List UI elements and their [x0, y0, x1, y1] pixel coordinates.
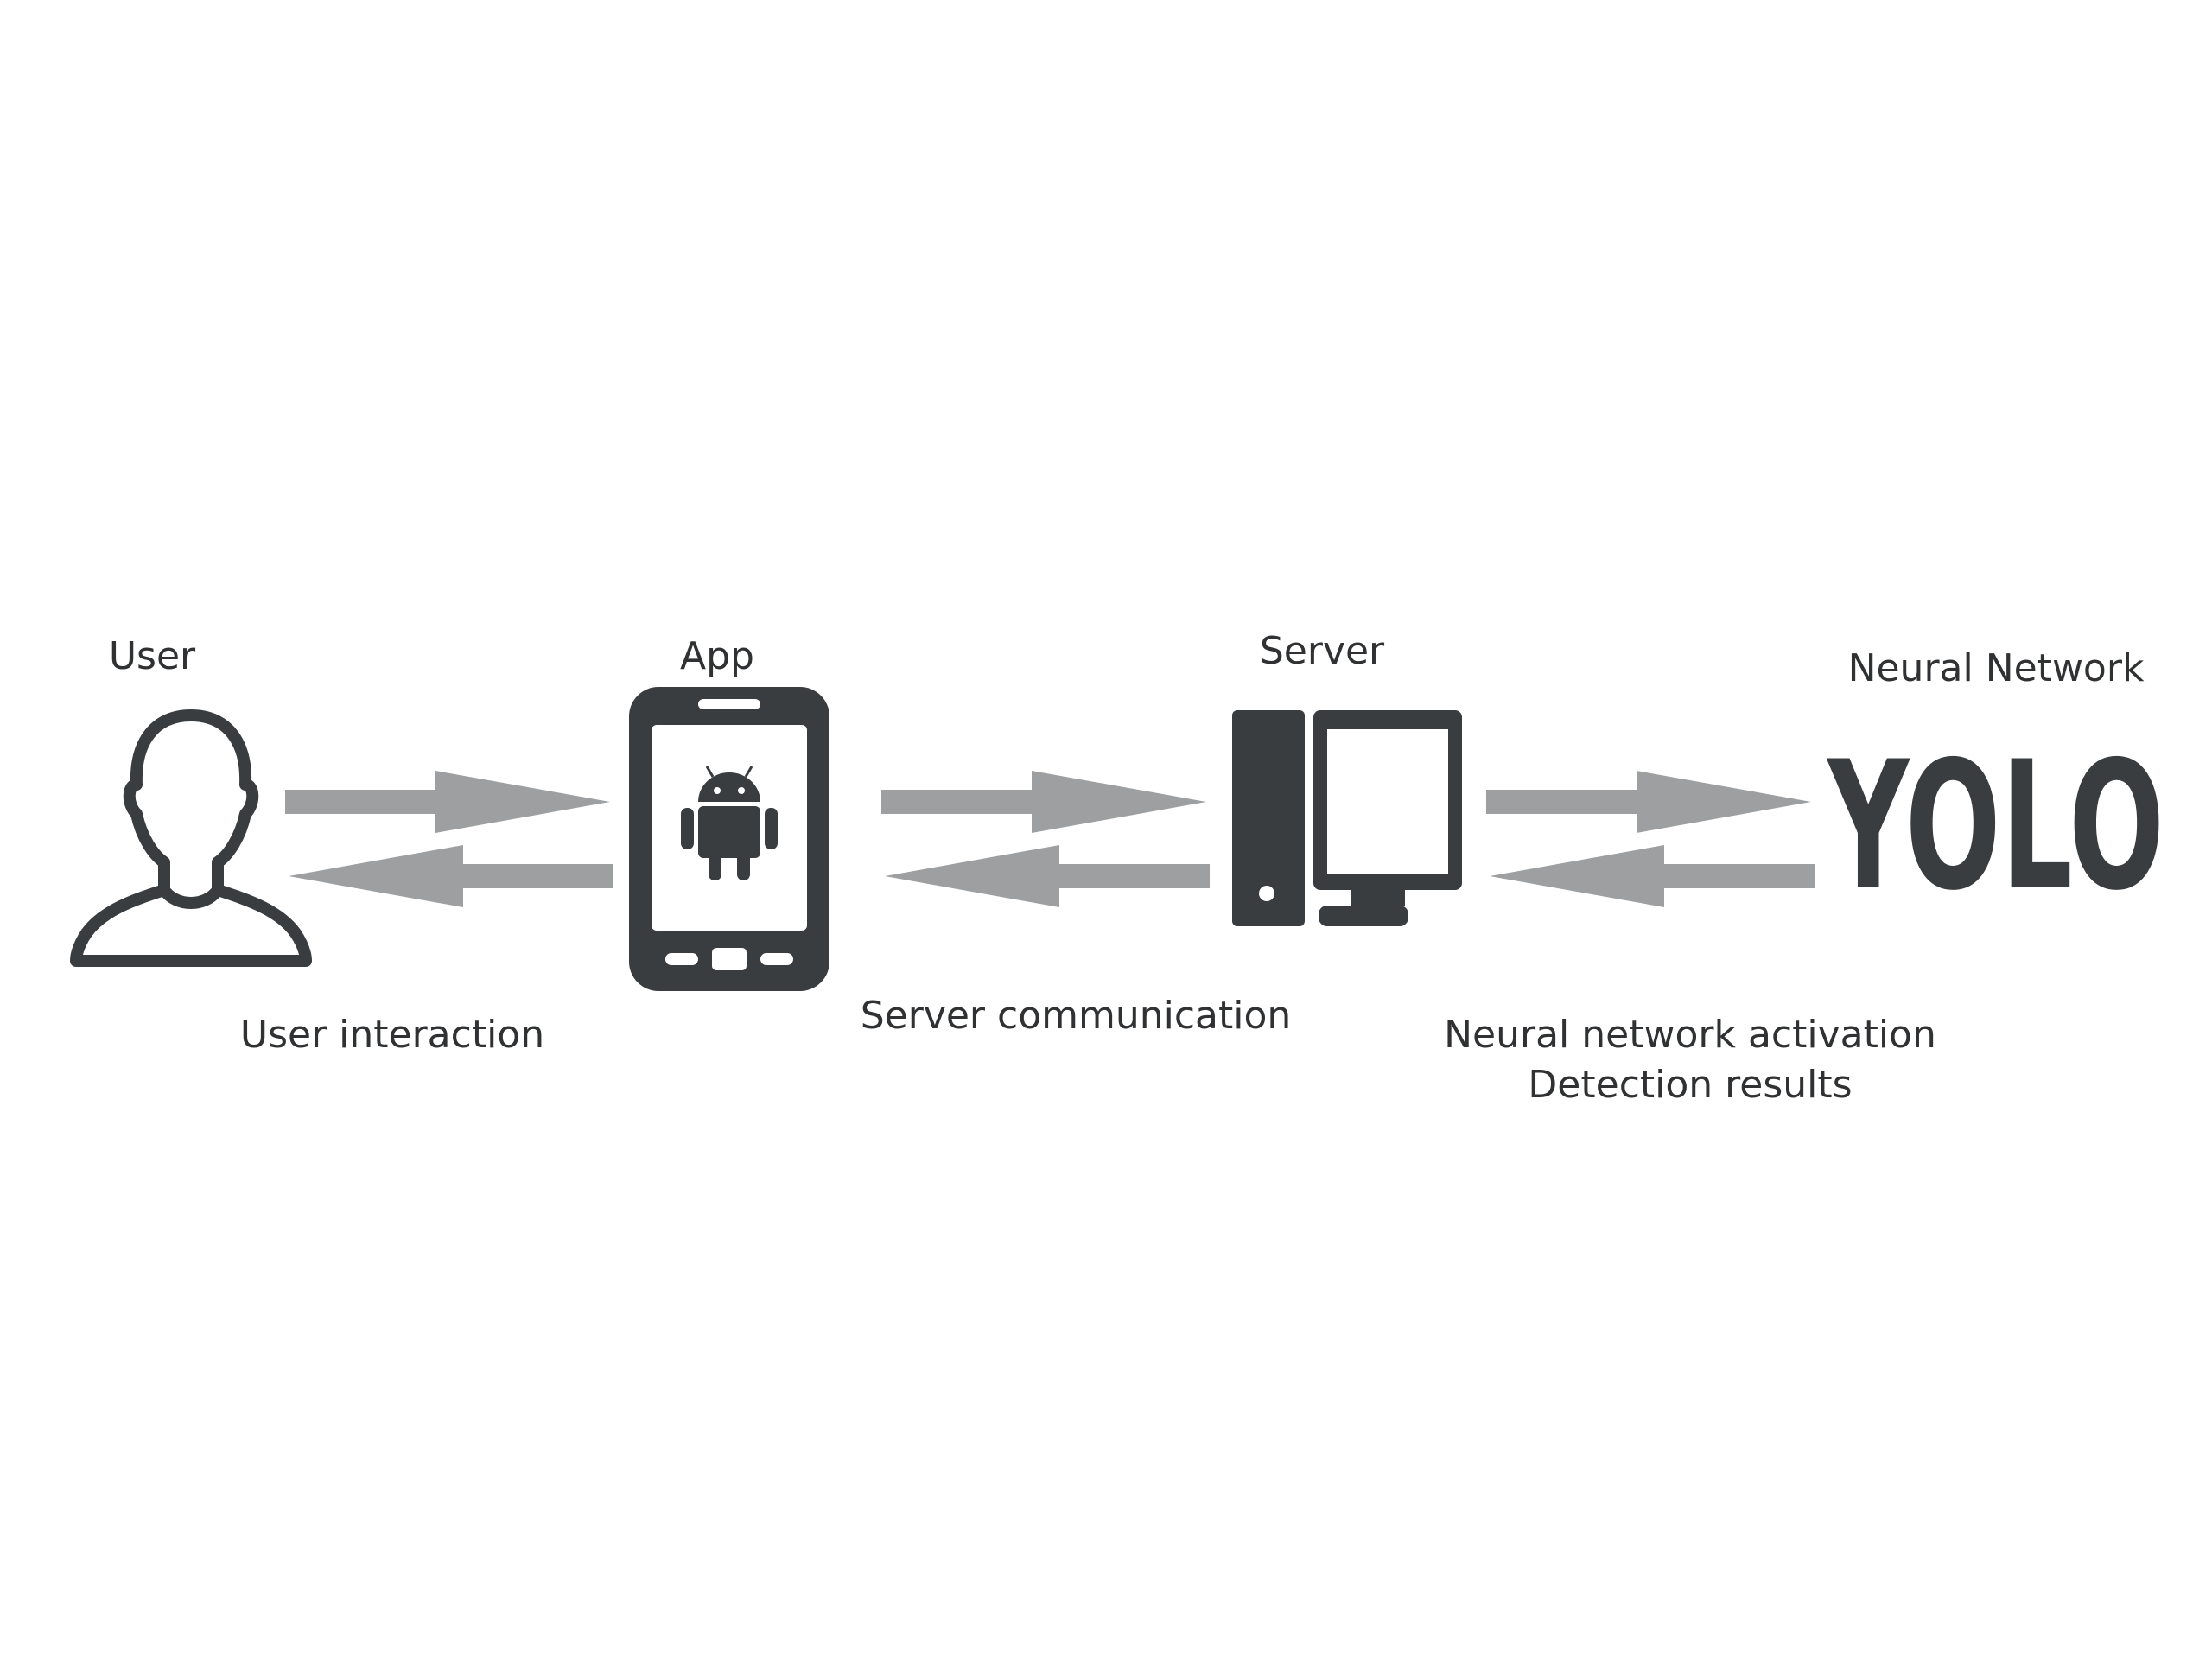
edge-label-user-interaction: User interaction: [239, 1013, 545, 1057]
desktop-computer-icon: [1232, 710, 1462, 926]
arrow-app-to-server: [881, 771, 1206, 833]
arrow-neural-to-server: [1490, 845, 1815, 907]
app-label: App: [680, 634, 754, 678]
android-robot-icon: [681, 766, 778, 880]
arrow-server-to-neural: [1486, 771, 1811, 833]
yolo-logo: YOLO: [1827, 739, 2164, 894]
svg-text:YOLO: YOLO: [1827, 739, 2164, 894]
edge-label-detection-results: Detection results: [1528, 1063, 1853, 1107]
edge-label-neural-activation: Neural network activation: [1444, 1013, 1936, 1057]
arrow-user-to-app: [285, 771, 610, 833]
user-label: User: [108, 634, 196, 678]
neural-network-label: Neural Network: [1847, 646, 2145, 690]
user-silhouette-icon: [70, 709, 312, 967]
edge-label-server-communication: Server communication: [860, 994, 1292, 1038]
arrow-server-to-app: [885, 845, 1210, 907]
android-phone-icon: [629, 687, 830, 991]
server-label: Server: [1259, 629, 1385, 673]
arrow-app-to-user: [289, 845, 613, 907]
